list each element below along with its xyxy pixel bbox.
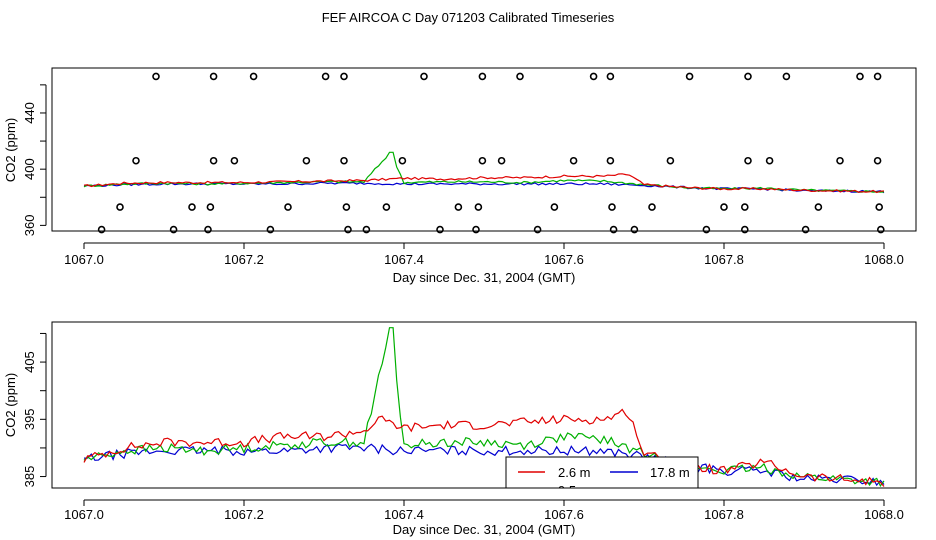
calibration-point <box>550 203 559 211</box>
calibration-point <box>497 156 506 165</box>
calibration-point <box>266 225 275 234</box>
series-line-26m <box>83 408 885 487</box>
calibration-point <box>744 156 752 165</box>
x-tick-label: 1067.6 <box>544 507 584 522</box>
calibration-point <box>340 72 348 81</box>
calibration-point <box>342 203 351 211</box>
calibration-point <box>873 72 882 81</box>
top-x-axis-label: Day since Dec. 31, 2004 (GMT) <box>393 270 576 285</box>
calibration-point <box>836 156 844 165</box>
calibration-point <box>516 72 524 81</box>
calibration-point <box>606 156 615 165</box>
bottom-y-axis-label: CO2 (ppm) <box>3 373 18 437</box>
calibration-point <box>873 156 882 165</box>
calibration-point <box>589 72 598 81</box>
calibration-point <box>97 225 106 234</box>
calibration-point <box>609 225 618 234</box>
calibration-point <box>740 203 749 211</box>
calibration-point <box>209 72 218 81</box>
calibration-point <box>284 203 292 211</box>
calibration-point <box>116 203 124 211</box>
y-tick-label: 360 <box>22 215 37 237</box>
calibration-point <box>382 203 391 211</box>
y-tick-label: 385 <box>22 466 37 488</box>
calibration-point <box>478 72 487 81</box>
top-panel: 1067.0 1067.2 1067.4 1067.6 1067.8 1068.0 360 4… <box>3 67 917 285</box>
x-tick-label: 1067.8 <box>704 252 744 267</box>
x-tick-label: 1067.2 <box>224 252 264 267</box>
calibration-point <box>720 203 728 211</box>
top-y-axis-label: CO2 (ppm) <box>3 118 18 182</box>
x-tick-label: 1067.8 <box>704 507 744 522</box>
calibration-point <box>436 225 444 234</box>
x-tick-label: 1068.0 <box>864 507 904 522</box>
y-tick-label: 405 <box>22 351 37 373</box>
calibration-point <box>454 203 463 211</box>
calibration-point <box>608 203 616 211</box>
calibration-point <box>533 225 542 234</box>
calibration-point <box>204 225 212 234</box>
calibration-point <box>876 225 885 234</box>
calibration-point <box>856 72 864 81</box>
x-tick-label: 1067.2 <box>224 507 264 522</box>
calibration-point <box>230 156 239 165</box>
calibration-point <box>362 225 371 234</box>
calibration-point <box>249 72 258 81</box>
calibration-point <box>875 203 884 211</box>
calibration-point <box>569 156 578 165</box>
calibration-point <box>801 225 810 234</box>
calibration-point <box>344 225 352 234</box>
calibration-point <box>666 156 675 165</box>
y-tick-label: 395 <box>22 408 37 430</box>
calibration-point <box>630 225 639 234</box>
bottom-panel: 1067.0 1067.2 1067.4 1067.6 1067.8 1068.0 385 3… <box>3 321 917 537</box>
calibration-point <box>420 72 428 81</box>
y-tick-label: 400 <box>22 158 37 180</box>
calibration-point <box>209 156 218 165</box>
calibration-point <box>478 156 487 165</box>
calibration-point <box>474 203 483 211</box>
calibration-point <box>132 156 140 165</box>
legend-label-2.6m: 2.6 m <box>558 465 591 480</box>
y-tick-label: 440 <box>22 102 37 124</box>
series-line-100m <box>83 327 885 488</box>
x-tick-label: 1067.0 <box>64 252 104 267</box>
bottom-x-axis-label: Day since Dec. 31, 2004 (GMT) <box>393 522 576 537</box>
x-tick-label: 1067.0 <box>64 507 104 522</box>
calibration-point <box>782 72 791 81</box>
calibration-point <box>648 203 656 211</box>
top-plot-frame <box>51 67 917 232</box>
calibration-point <box>398 156 407 165</box>
calibration-point <box>321 72 330 81</box>
calibration-point <box>188 203 196 211</box>
x-tick-label: 1067.4 <box>384 252 424 267</box>
bottom-plot-frame <box>51 321 917 489</box>
calibration-point <box>340 156 348 165</box>
calibration-point <box>744 72 752 81</box>
calibration-point <box>765 156 774 165</box>
series-line-26m <box>83 173 885 194</box>
x-tick-label: 1068.0 <box>864 252 904 267</box>
legend-label-clipped: 9.5 m <box>558 483 591 498</box>
calibration-point <box>152 72 160 81</box>
calibration-point <box>206 203 215 211</box>
calibration-point <box>302 156 311 165</box>
calibration-point <box>740 225 749 234</box>
calibration-point <box>472 225 480 234</box>
calibration-point <box>702 225 711 234</box>
calibration-point <box>169 225 178 234</box>
calibration-point <box>685 72 694 81</box>
x-tick-label: 1067.4 <box>384 507 424 522</box>
legend-clipped-row: 9.5 m <box>558 483 591 498</box>
x-tick-label: 1067.6 <box>544 252 584 267</box>
calibration-point <box>814 203 823 211</box>
figure-title: FEF AIRCOA C Day 071203 Calibrated Times… <box>322 10 615 25</box>
calibration-point <box>606 72 615 81</box>
legend-label-17.8m: 17.8 m <box>650 465 690 480</box>
legend: 2.6 m 17.8 m 9.5 m <box>505 456 699 498</box>
